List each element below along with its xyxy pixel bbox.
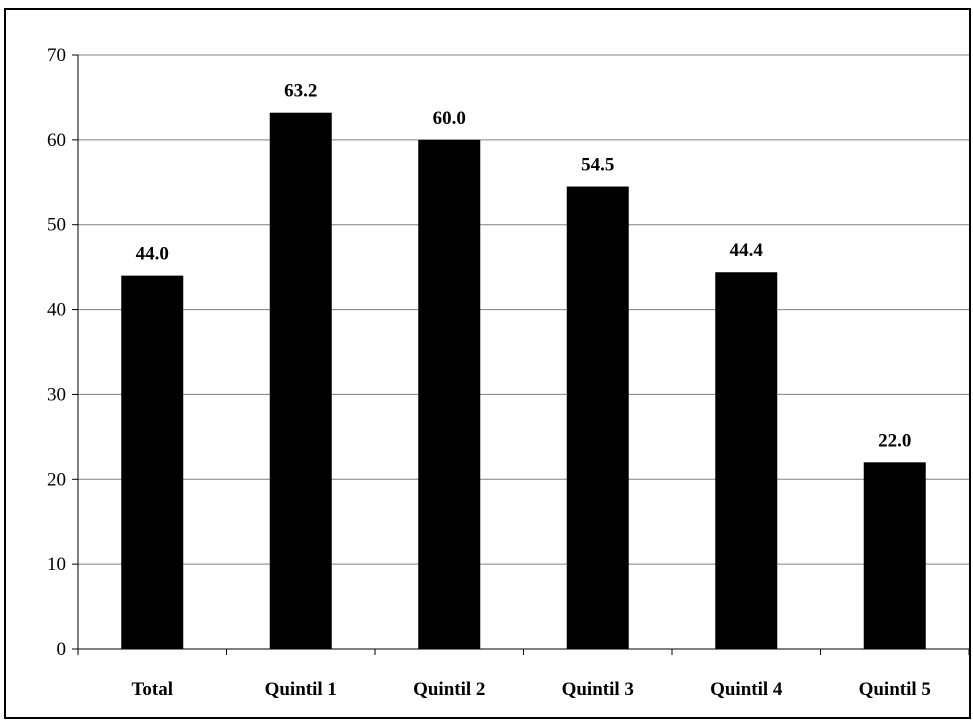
x-tick-label: Quintil 1 [265, 679, 337, 700]
x-tick-label: Total [131, 679, 173, 700]
bars [121, 112, 926, 649]
data-label: 63.2 [284, 81, 317, 102]
data-label: 44.0 [136, 244, 169, 265]
y-tick-label: 20 [47, 469, 66, 490]
y-tick-label: 0 [57, 639, 67, 660]
bar [566, 186, 629, 649]
x-tick-label: Quintil 2 [413, 679, 485, 700]
bar [121, 275, 184, 649]
x-tick-label: Quintil 4 [710, 679, 783, 700]
x-tick-label: Quintil 3 [562, 679, 634, 700]
labels: 0 10 20 30 40 50 60 70 44.0 Total 63.2 Quintil 1 60.… [47, 45, 931, 700]
gridlines [78, 54, 969, 565]
bar [715, 272, 778, 649]
data-label: 54.5 [581, 155, 614, 176]
y-tick-label: 60 [47, 130, 66, 151]
y-tick-label: 40 [47, 300, 66, 321]
y-tick-label: 30 [47, 384, 66, 405]
x-tick-label: Quintil 5 [859, 679, 931, 700]
axes [72, 54, 970, 655]
bar [269, 112, 332, 649]
data-label: 22.0 [878, 430, 911, 451]
y-tick-label: 10 [47, 554, 66, 575]
bar [418, 139, 481, 649]
y-tick-label: 70 [47, 45, 66, 66]
bar [863, 462, 926, 649]
y-tick-label: 50 [47, 215, 66, 236]
data-label: 60.0 [433, 108, 466, 129]
data-label: 44.4 [730, 240, 764, 261]
